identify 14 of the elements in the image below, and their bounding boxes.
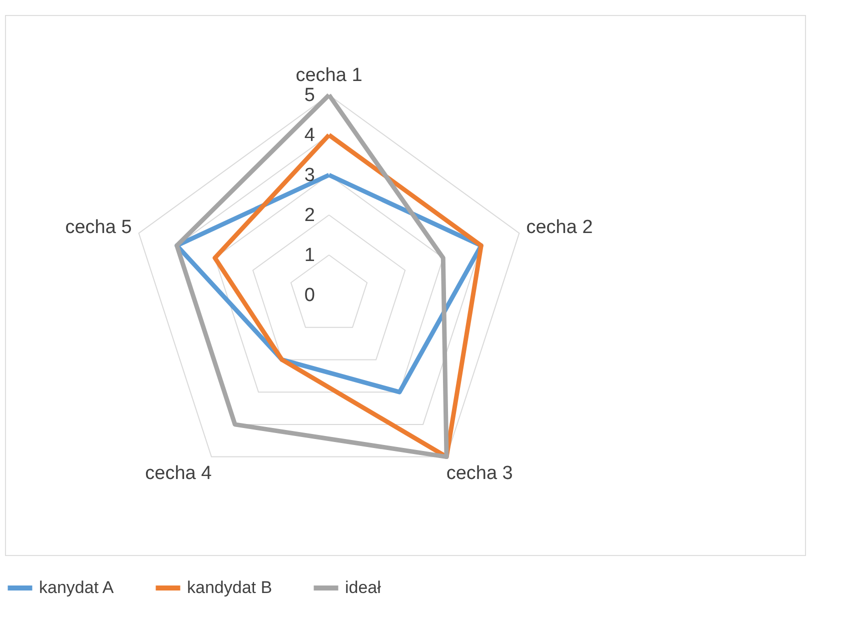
legend-label: kanydat A (39, 578, 114, 597)
y-tick-label: 3 (304, 165, 315, 186)
legend-label: kandydat B (187, 578, 272, 597)
spoke-label: cecha 3 (446, 462, 513, 484)
y-tick-label: 2 (304, 205, 315, 226)
y-tick-label: 4 (304, 125, 316, 146)
spoke-label: cecha 1 (296, 65, 362, 86)
y-tick-label: 0 (304, 285, 315, 306)
spoke-label: cecha 5 (65, 217, 132, 238)
y-tick-label: 1 (304, 245, 315, 266)
legend-label: ideał (345, 578, 382, 597)
y-tick-label: 5 (304, 85, 315, 106)
spoke-label: cecha 2 (526, 217, 593, 238)
spoke-label: cecha 4 (145, 462, 212, 484)
